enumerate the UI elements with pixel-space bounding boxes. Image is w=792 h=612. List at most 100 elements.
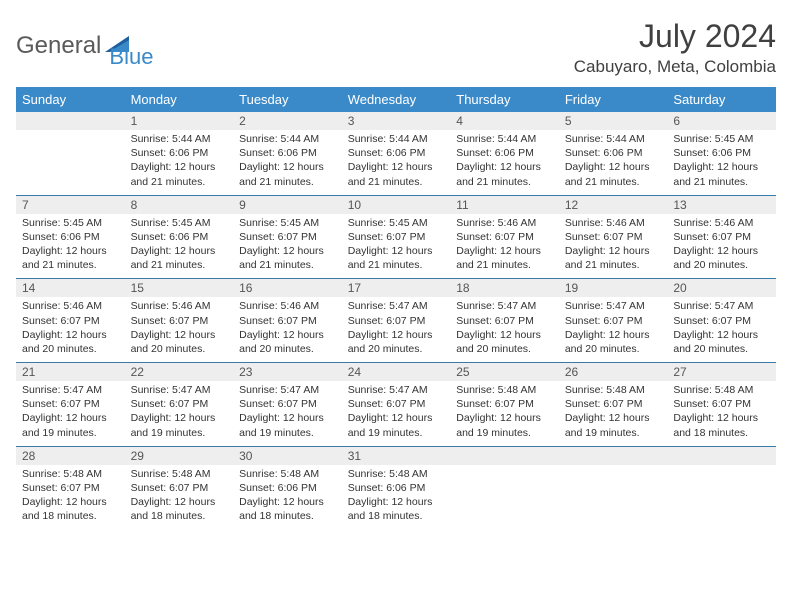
day-cell-line: Sunrise: 5:46 AM: [673, 216, 770, 230]
day-cell: Sunrise: 5:47 AMSunset: 6:07 PMDaylight:…: [450, 297, 559, 362]
day-cell-line: Sunrise: 5:45 AM: [131, 216, 228, 230]
day-cell: Sunrise: 5:47 AMSunset: 6:07 PMDaylight:…: [125, 381, 234, 446]
day-cell-line: Sunset: 6:07 PM: [22, 397, 119, 411]
day-cell: Sunrise: 5:46 AMSunset: 6:07 PMDaylight:…: [559, 214, 668, 279]
day-cell-line: Sunrise: 5:46 AM: [456, 216, 553, 230]
day-number: [667, 446, 776, 465]
day-cell-line: Sunrise: 5:47 AM: [131, 383, 228, 397]
day-cell-line: Sunrise: 5:48 AM: [22, 467, 119, 481]
weekday-header: Tuesday: [233, 87, 342, 112]
day-cell: Sunrise: 5:44 AMSunset: 6:06 PMDaylight:…: [450, 130, 559, 195]
day-number: 15: [125, 279, 234, 298]
day-number: 18: [450, 279, 559, 298]
day-cell-line: Sunrise: 5:45 AM: [239, 216, 336, 230]
day-cell-line: Sunset: 6:07 PM: [22, 314, 119, 328]
day-cell: Sunrise: 5:48 AMSunset: 6:07 PMDaylight:…: [450, 381, 559, 446]
day-number: 26: [559, 363, 668, 382]
day-cell-line: Daylight: 12 hours and 21 minutes.: [456, 244, 553, 272]
day-cell: Sunrise: 5:46 AMSunset: 6:07 PMDaylight:…: [450, 214, 559, 279]
weekday-header-row: Sunday Monday Tuesday Wednesday Thursday…: [16, 87, 776, 112]
day-cell: Sunrise: 5:48 AMSunset: 6:07 PMDaylight:…: [16, 465, 125, 530]
day-cell-line: Sunrise: 5:45 AM: [348, 216, 445, 230]
day-cell: Sunrise: 5:47 AMSunset: 6:07 PMDaylight:…: [667, 297, 776, 362]
day-cell-line: Sunrise: 5:46 AM: [565, 216, 662, 230]
day-cell-line: Sunrise: 5:44 AM: [239, 132, 336, 146]
day-cell-line: Sunrise: 5:45 AM: [673, 132, 770, 146]
day-number-row: 123456: [16, 112, 776, 130]
day-cell: Sunrise: 5:44 AMSunset: 6:06 PMDaylight:…: [233, 130, 342, 195]
day-cell-line: Sunset: 6:06 PM: [348, 481, 445, 495]
logo: General Blue: [16, 22, 153, 70]
day-number: 29: [125, 446, 234, 465]
day-cell-line: Daylight: 12 hours and 21 minutes.: [565, 160, 662, 188]
day-number: 7: [16, 195, 125, 214]
day-number: 30: [233, 446, 342, 465]
day-cell-line: Sunrise: 5:47 AM: [239, 383, 336, 397]
day-cell-line: Sunrise: 5:48 AM: [131, 467, 228, 481]
day-cell-line: Sunset: 6:07 PM: [673, 314, 770, 328]
day-number: [16, 112, 125, 130]
day-cell-line: Sunrise: 5:48 AM: [239, 467, 336, 481]
day-cell-line: Sunrise: 5:47 AM: [565, 299, 662, 313]
day-cell-line: Sunrise: 5:48 AM: [348, 467, 445, 481]
day-number: [559, 446, 668, 465]
day-cell-line: Sunrise: 5:48 AM: [673, 383, 770, 397]
day-cell-line: Sunrise: 5:44 AM: [456, 132, 553, 146]
day-cell-line: Daylight: 12 hours and 21 minutes.: [456, 160, 553, 188]
day-cell-line: Sunrise: 5:48 AM: [565, 383, 662, 397]
weekday-header: Saturday: [667, 87, 776, 112]
day-number: 12: [559, 195, 668, 214]
day-cell-line: Sunset: 6:07 PM: [239, 314, 336, 328]
day-cell-line: Daylight: 12 hours and 20 minutes.: [673, 328, 770, 356]
logo-text-general: General: [16, 32, 101, 60]
day-number: 4: [450, 112, 559, 130]
day-cell-line: Daylight: 12 hours and 20 minutes.: [22, 328, 119, 356]
day-number-row: 78910111213: [16, 195, 776, 214]
day-cell: Sunrise: 5:44 AMSunset: 6:06 PMDaylight:…: [125, 130, 234, 195]
day-cell-line: Sunset: 6:06 PM: [239, 481, 336, 495]
day-number: 5: [559, 112, 668, 130]
day-cell-line: Daylight: 12 hours and 19 minutes.: [22, 411, 119, 439]
title-block: July 2024 Cabuyaro, Meta, Colombia: [574, 18, 776, 77]
day-cell-line: Sunrise: 5:47 AM: [673, 299, 770, 313]
day-cell-line: Sunrise: 5:47 AM: [456, 299, 553, 313]
header: General Blue July 2024 Cabuyaro, Meta, C…: [16, 18, 776, 77]
day-cell: [16, 130, 125, 195]
day-cell-line: Sunset: 6:07 PM: [673, 230, 770, 244]
day-cell-line: Sunset: 6:06 PM: [131, 146, 228, 160]
day-content-row: Sunrise: 5:45 AMSunset: 6:06 PMDaylight:…: [16, 214, 776, 279]
location: Cabuyaro, Meta, Colombia: [574, 57, 776, 77]
day-cell-line: Sunrise: 5:46 AM: [239, 299, 336, 313]
day-cell-line: Sunset: 6:06 PM: [131, 230, 228, 244]
day-number: 6: [667, 112, 776, 130]
day-cell: Sunrise: 5:46 AMSunset: 6:07 PMDaylight:…: [233, 297, 342, 362]
day-cell: Sunrise: 5:48 AMSunset: 6:07 PMDaylight:…: [559, 381, 668, 446]
day-cell-line: Sunset: 6:06 PM: [565, 146, 662, 160]
logo-text-blue: Blue: [109, 44, 153, 70]
day-number: 2: [233, 112, 342, 130]
day-cell-line: Daylight: 12 hours and 21 minutes.: [348, 244, 445, 272]
day-cell-line: Sunset: 6:07 PM: [673, 397, 770, 411]
day-cell-line: Daylight: 12 hours and 19 minutes.: [348, 411, 445, 439]
day-cell-line: Sunset: 6:07 PM: [131, 314, 228, 328]
day-cell: Sunrise: 5:47 AMSunset: 6:07 PMDaylight:…: [342, 297, 451, 362]
weekday-header: Friday: [559, 87, 668, 112]
day-cell-line: Daylight: 12 hours and 20 minutes.: [131, 328, 228, 356]
weekday-header: Sunday: [16, 87, 125, 112]
day-number: 9: [233, 195, 342, 214]
day-number: 20: [667, 279, 776, 298]
day-cell-line: Daylight: 12 hours and 18 minutes.: [22, 495, 119, 523]
day-cell-line: Daylight: 12 hours and 21 minutes.: [565, 244, 662, 272]
day-cell-line: Daylight: 12 hours and 21 minutes.: [239, 244, 336, 272]
day-number: 8: [125, 195, 234, 214]
day-number: 13: [667, 195, 776, 214]
day-cell-line: Sunrise: 5:44 AM: [565, 132, 662, 146]
day-number: [450, 446, 559, 465]
day-cell-line: Sunrise: 5:44 AM: [348, 132, 445, 146]
day-number: 25: [450, 363, 559, 382]
day-number: 22: [125, 363, 234, 382]
day-cell-line: Sunset: 6:06 PM: [22, 230, 119, 244]
day-cell-line: Daylight: 12 hours and 20 minutes.: [456, 328, 553, 356]
day-cell-line: Sunset: 6:07 PM: [456, 314, 553, 328]
day-cell-line: Sunset: 6:06 PM: [673, 146, 770, 160]
